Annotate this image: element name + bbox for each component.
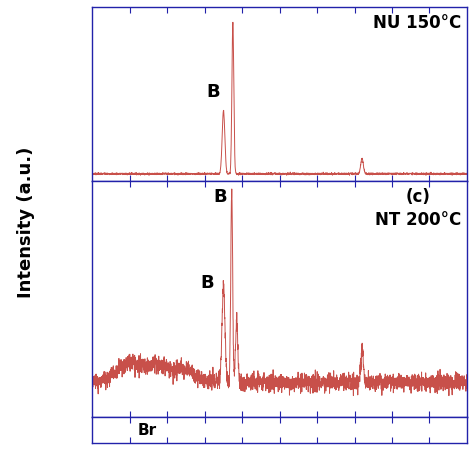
Text: NU 150°C: NU 150°C: [373, 14, 461, 32]
Text: (c)
NT 200°C: (c) NT 200°C: [375, 189, 461, 228]
Text: Br: Br: [137, 422, 156, 438]
Text: Intensity (a.u.): Intensity (a.u.): [17, 147, 35, 299]
Text: B: B: [201, 274, 214, 292]
Text: B: B: [214, 188, 227, 206]
Text: B: B: [206, 83, 220, 101]
